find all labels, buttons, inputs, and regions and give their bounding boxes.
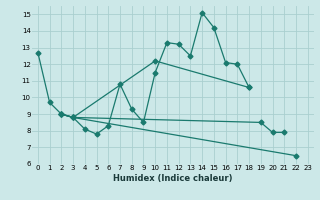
X-axis label: Humidex (Indice chaleur): Humidex (Indice chaleur) (113, 174, 233, 183)
